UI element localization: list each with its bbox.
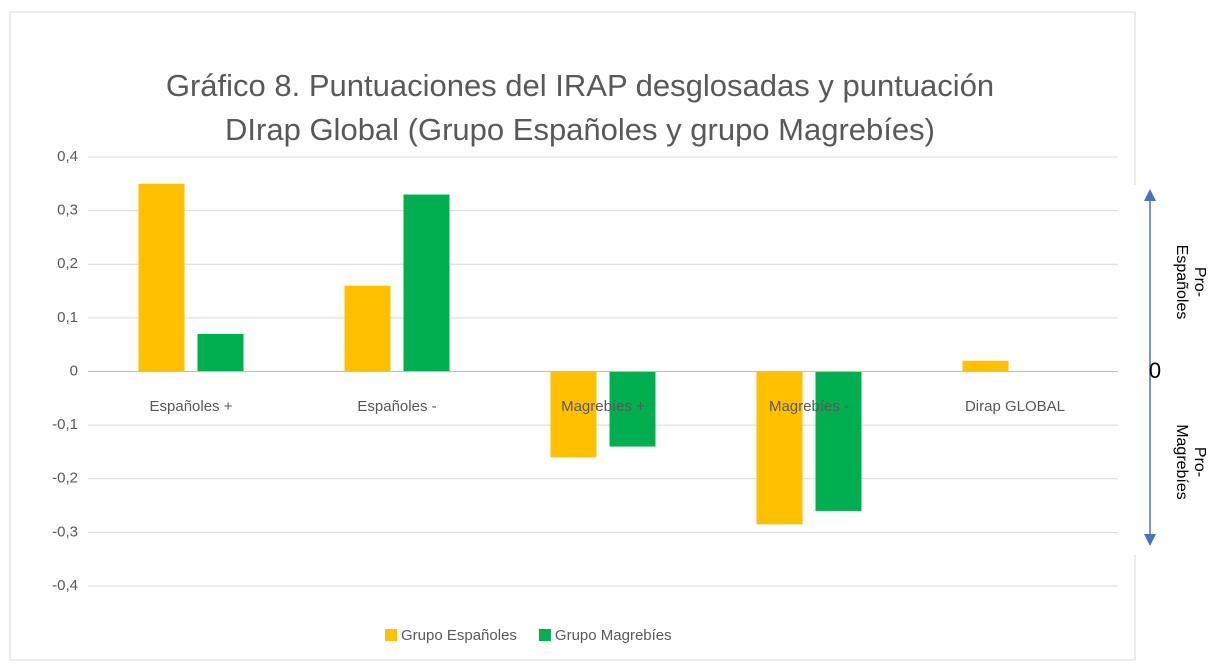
bar	[138, 183, 185, 372]
annotation-line: Pro-	[1191, 267, 1208, 297]
bar	[344, 285, 391, 372]
y-tick-label: 0,3	[57, 202, 78, 219]
bar	[550, 371, 597, 458]
legend-swatch	[385, 629, 397, 641]
legend-label: Grupo Españoles	[401, 627, 517, 644]
chart-title: Gráfico 8. Puntuaciones del IRAP desglos…	[166, 68, 994, 103]
annotation: Pro-Españoles	[1173, 245, 1208, 320]
y-tick-label: -0,3	[52, 523, 78, 540]
annotation: 0	[1149, 358, 1161, 383]
y-tick-label: 0,1	[57, 309, 78, 326]
legend-swatch	[538, 629, 551, 641]
x-tick-label: Españoles -	[357, 398, 436, 415]
annotation-line: Pro-	[1191, 447, 1208, 477]
y-tick-label: 0,2	[57, 255, 78, 272]
x-tick-label: Magrebíes +	[561, 398, 645, 415]
annotation-background	[1128, 185, 1215, 555]
x-tick-label: Dirap GLOBAL	[965, 398, 1065, 415]
y-tick-label: 0,4	[57, 148, 78, 165]
y-tick-label: -0,2	[52, 470, 78, 487]
bar	[403, 194, 450, 372]
x-tick-label: Magrebíes -	[769, 398, 849, 415]
annotation: Pro-Magrebíes	[1173, 424, 1208, 500]
legend-label: Grupo Magrebíes	[555, 627, 672, 644]
x-tick-label: Españoles +	[150, 398, 233, 415]
y-tick-label: 0	[70, 362, 78, 379]
bar	[756, 371, 803, 525]
chart-title: DIrap Global (Grupo Españoles y grupo Ma…	[225, 112, 935, 147]
bar	[815, 371, 862, 511]
y-tick-label: -0,1	[52, 416, 78, 433]
bar	[962, 360, 1009, 372]
bar	[609, 371, 656, 447]
bar	[197, 333, 244, 372]
y-tick-label: -0,4	[52, 577, 78, 594]
annotation-line: Magrebíes	[1173, 424, 1190, 500]
annotation-line: Españoles	[1173, 245, 1190, 320]
